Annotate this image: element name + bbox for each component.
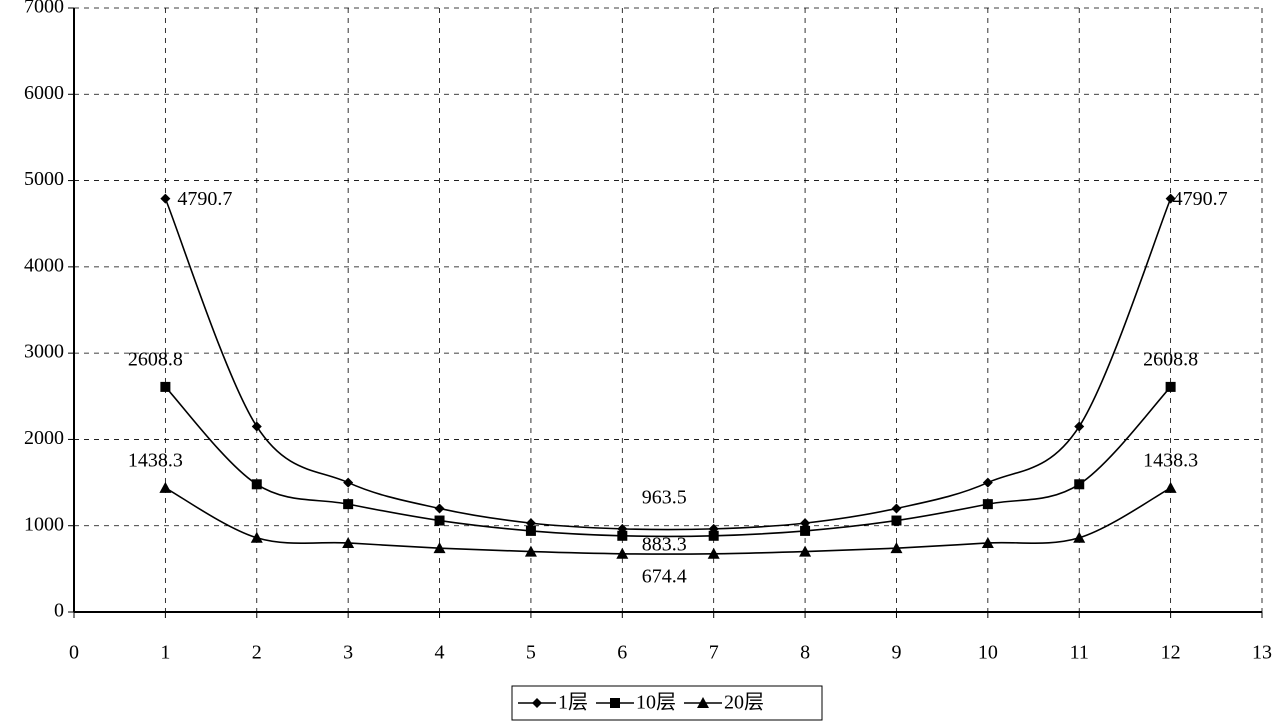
x-tick-label: 9	[891, 642, 901, 664]
data-point	[159, 481, 172, 493]
data-point	[1074, 479, 1085, 490]
data-label: 4790.7	[1173, 188, 1228, 210]
data-label: 2608.8	[128, 348, 183, 370]
legend-box	[511, 685, 823, 721]
data-point	[1165, 381, 1176, 392]
data-point	[1164, 481, 1177, 493]
y-tick-label: 7000	[24, 0, 64, 18]
data-label: 2608.8	[1143, 348, 1198, 370]
x-tick-label: 10	[978, 642, 998, 664]
data-point	[525, 518, 536, 529]
data-point	[981, 536, 994, 548]
y-tick-label: 5000	[24, 168, 64, 190]
y-tick-label: 6000	[24, 82, 64, 104]
y-tick-label: 1000	[24, 513, 64, 535]
data-point	[800, 518, 811, 529]
data-label: 4790.7	[177, 188, 232, 210]
data-point	[890, 542, 903, 554]
x-tick-label: 4	[435, 642, 445, 664]
data-point	[251, 479, 262, 490]
data-point	[982, 477, 993, 488]
data-point	[1074, 421, 1085, 432]
data-label: 1438.3	[1143, 449, 1198, 471]
data-point	[891, 515, 902, 526]
data-point	[708, 530, 719, 541]
x-tick-label: 7	[709, 642, 719, 664]
data-point	[800, 525, 811, 536]
data-point	[434, 515, 445, 526]
x-tick-label: 2	[252, 642, 262, 664]
y-tick-label: 2000	[24, 427, 64, 449]
legend-marker	[610, 698, 620, 708]
x-tick-label: 5	[526, 642, 536, 664]
data-label: 1438.3	[128, 449, 183, 471]
x-tick-label: 11	[1070, 642, 1089, 664]
data-point	[1165, 193, 1176, 204]
data-point	[982, 499, 993, 510]
data-point	[343, 477, 354, 488]
y-tick-label: 3000	[24, 341, 64, 363]
data-point	[616, 547, 629, 559]
legend-label: 1层	[558, 692, 588, 714]
y-tick-label: 4000	[24, 254, 64, 276]
data-point	[617, 530, 628, 541]
data-point	[250, 531, 263, 543]
y-tick-label: 0	[54, 600, 64, 622]
x-tick-label: 3	[343, 642, 353, 664]
x-tick-label: 1	[160, 642, 170, 664]
data-point	[799, 545, 812, 557]
data-point	[433, 542, 446, 554]
data-point	[1073, 531, 1086, 543]
data-label: 674.4	[642, 565, 687, 587]
legend-marker	[532, 698, 542, 708]
data-point	[251, 421, 262, 432]
data-point	[342, 536, 355, 548]
data-point	[160, 193, 171, 204]
data-point	[707, 547, 720, 559]
x-tick-label: 13	[1252, 642, 1272, 664]
data-point	[524, 545, 537, 557]
data-point	[525, 525, 536, 536]
series-line	[165, 487, 1172, 555]
data-point	[891, 503, 902, 514]
data-point	[160, 381, 171, 392]
legend-marker	[697, 697, 709, 708]
data-label: 883.3	[642, 533, 687, 555]
x-tick-label: 8	[800, 642, 810, 664]
x-tick-label: 12	[1161, 642, 1181, 664]
legend-label: 20层	[724, 692, 764, 714]
legend-label: 10层	[636, 692, 676, 714]
series-line	[164, 198, 1172, 531]
legend: 1层 10层 20层	[511, 685, 823, 721]
x-tick-label: 6	[617, 642, 627, 664]
data-label: 963.5	[642, 486, 687, 508]
series-line	[164, 386, 1172, 538]
x-tick-label: 0	[69, 642, 79, 664]
data-point	[343, 499, 354, 510]
data-point	[434, 503, 445, 514]
